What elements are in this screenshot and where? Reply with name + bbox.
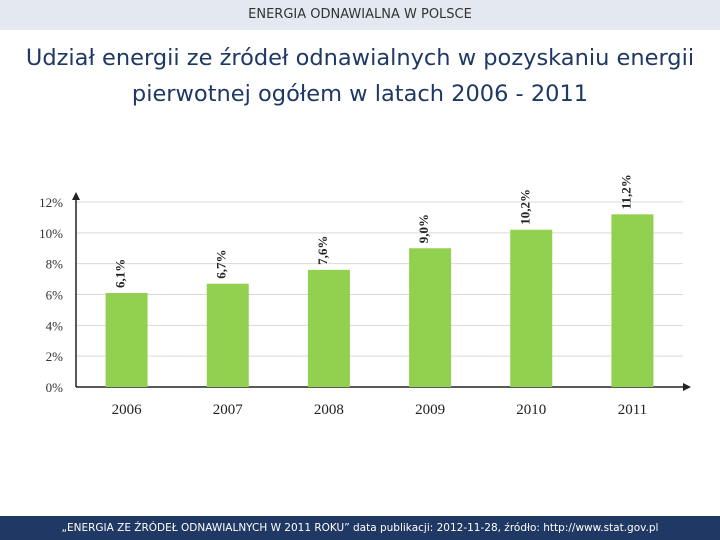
bar bbox=[611, 214, 654, 387]
footer-source: „ENERGIA ZE ŹRÓDEŁ ODNAWIALNYCH W 2011 R… bbox=[61, 522, 659, 534]
y-tick-label: 8% bbox=[46, 257, 64, 272]
x-category-label: 2008 bbox=[314, 402, 344, 418]
slide-title: Udział energii ze źródeł odnawialnych w … bbox=[25, 45, 695, 107]
y-tick-label: 0% bbox=[46, 380, 64, 395]
y-tick-label: 2% bbox=[46, 349, 64, 364]
data-label: 6,1% bbox=[113, 259, 128, 288]
bar bbox=[105, 292, 148, 387]
bar bbox=[206, 283, 249, 387]
bar bbox=[510, 229, 553, 387]
y-tick-label: 6% bbox=[46, 288, 64, 303]
footer-bar bbox=[0, 516, 720, 540]
y-axis-arrow bbox=[72, 192, 80, 200]
header-title: ENERGIA ODNAWIALNA W POLSCE bbox=[248, 7, 472, 22]
x-category-label: 2011 bbox=[618, 402, 647, 418]
y-tick-label: 4% bbox=[46, 318, 64, 333]
bar bbox=[307, 269, 350, 387]
x-category-label: 2006 bbox=[112, 402, 143, 418]
x-category-label: 2009 bbox=[415, 402, 445, 418]
bar-chart: 0% 2% 4% 6% 8% 10% 12% 6,1% 2006 6,7% 2007 7,6% 2008… bbox=[39, 174, 691, 418]
data-label: 7,6% bbox=[315, 236, 330, 265]
data-label: 6,7% bbox=[214, 249, 229, 278]
data-label: 9,0% bbox=[416, 214, 431, 243]
y-tick-label: 10% bbox=[39, 226, 63, 241]
data-label: 10,2% bbox=[517, 189, 532, 225]
x-category-label: 2010 bbox=[516, 402, 546, 418]
x-axis-arrow bbox=[683, 383, 691, 391]
x-category-label: 2007 bbox=[213, 402, 244, 418]
bar bbox=[409, 248, 452, 387]
data-label: 11,2% bbox=[618, 174, 633, 209]
y-tick-label: 12% bbox=[39, 195, 63, 210]
header-bar bbox=[0, 0, 720, 30]
